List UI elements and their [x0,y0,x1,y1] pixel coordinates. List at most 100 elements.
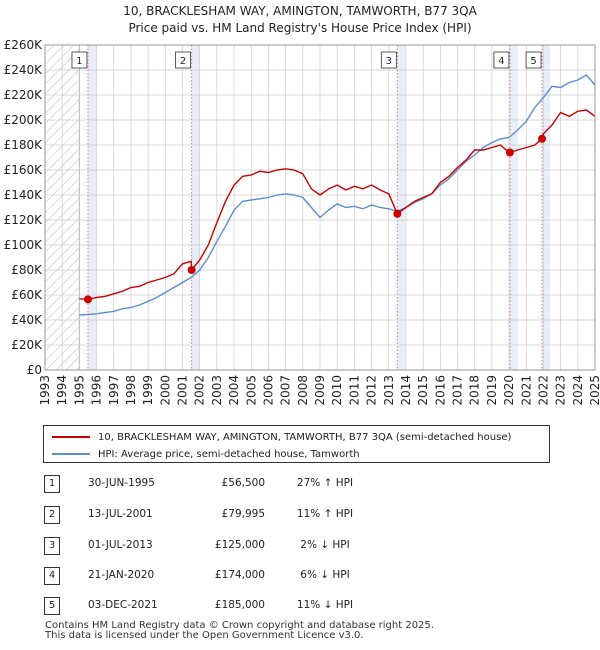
x-tick-label: 2007 [279,375,293,406]
sale-date: 03-DEC-2021 [88,599,158,611]
hpi-line [79,74,595,316]
y-tick-label: £180K [4,138,44,152]
x-tick-label: 2021 [519,375,533,406]
sale-price: £125,000 [214,539,265,551]
property-price-line [79,109,595,301]
legend-item-hpi: HPI: Average price, semi-detached house,… [52,447,360,461]
x-tick-label: 1998 [124,375,138,406]
y-tick-label: £60K [11,288,43,302]
sale-hpi-diff: 2% ↓ HPI [300,539,350,551]
x-tick-label: 2000 [158,375,172,406]
sale-price: £79,995 [221,508,265,520]
x-tick-label: 2017 [451,375,465,406]
sale-point [83,295,92,304]
sale-date: 01-JUL-2013 [88,539,153,551]
x-tick-label: 1996 [90,375,104,406]
sale-number-badge: 2 [44,506,60,524]
y-tick-label: £260K [4,38,44,52]
sale-date: 21-JAN-2020 [88,569,155,581]
sale-price: £174,000 [214,569,265,581]
license-text: This data is licensed under the Open Gov… [45,630,364,641]
x-tick-label: 2022 [536,375,550,406]
sale-period-band [509,45,518,370]
y-tick-label: £120K [4,213,44,227]
sale-price: £185,000 [214,599,265,611]
y-tick-label: £140K [4,188,44,202]
table-row: 4 21-JAN-2020 £174,000 6% ↓ HPI [0,567,600,597]
sale-label-box: 3 [380,51,397,69]
legend-label-property: 10, BRACKLESHAM WAY, AMINGTON, TAMWORTH,… [98,431,512,443]
sale-label-frame [71,51,88,69]
y-tick-label: £0 [27,363,42,377]
x-tick-label: 2008 [296,375,310,406]
sale-label-box: 5 [525,51,542,69]
plot-frame [44,44,596,371]
sale-hpi-diff: 6% ↓ HPI [300,569,350,581]
x-tick-label: 1993 [38,375,52,406]
sale-point [538,134,547,143]
sale-label-box: 1 [71,51,88,69]
copyright-text: Contains HM Land Registry data © Crown c… [45,620,434,631]
y-tick-label: £240K [4,63,44,77]
sale-number-badge: 5 [44,597,60,615]
sale-label-box: 2 [175,51,192,69]
table-row: 1 30-JUN-1995 £56,500 27% ↑ HPI [0,475,600,505]
footer: Contains HM Land Registry data © Crown c… [45,621,434,641]
sale-number-badge: 1 [44,475,60,493]
legend-swatch-property [52,436,90,438]
x-tick-label: 2018 [468,375,482,406]
y-tick-label: £100K [4,238,44,252]
y-tick-label: £40K [11,313,43,327]
x-tick-label: 1997 [107,375,121,406]
x-tick-label: 2010 [330,375,344,406]
y-tick-label: £160K [4,163,44,177]
sale-price: £56,500 [221,477,265,489]
sale-period-band [87,45,96,370]
sale-label-frame [380,51,397,69]
x-tick-label: 2006 [261,375,275,406]
sale-label-text: 3 [386,56,392,67]
x-tick-label: 2023 [554,375,568,406]
x-tick-label: 2024 [571,375,585,406]
sale-label-text: 2 [180,56,186,67]
x-tick-label: 1999 [141,375,155,406]
sale-hpi-diff: 11% ↓ HPI [296,599,354,611]
x-tick-label: 1995 [72,375,86,406]
sale-label-text: 5 [530,56,536,67]
x-tick-label: 2002 [193,375,207,406]
sale-point [505,148,514,157]
x-tick-label: 2016 [433,375,447,406]
sale-hpi-diff: 11% ↑ HPI [296,508,354,520]
table-row: 3 01-JUL-2013 £125,000 2% ↓ HPI [0,537,600,567]
table-row: 2 13-JUL-2001 £79,995 11% ↑ HPI [0,506,600,536]
sale-label-frame [493,51,510,69]
sale-date: 13-JUL-2001 [88,508,153,520]
x-tick-label: 2013 [382,375,396,406]
sale-hpi-diff: 27% ↑ HPI [296,477,354,489]
y-tick-label: £80K [11,263,43,277]
x-tick-label: 2003 [210,375,224,406]
x-tick-label: 2004 [227,375,241,406]
legend-item-property: 10, BRACKLESHAM WAY, AMINGTON, TAMWORTH,… [52,430,511,444]
x-tick-label: 2001 [176,375,190,406]
y-tick-label: £200K [4,113,44,127]
sale-period-band [542,45,551,370]
sale-point [187,266,196,275]
sale-date: 30-JUN-1995 [88,477,155,489]
chart-subtitle: Price paid vs. HM Land Registry's House … [128,21,472,35]
x-tick-label: 1994 [55,375,69,406]
sale-label-text: 4 [498,56,504,67]
sale-period-band [191,45,200,370]
x-tick-label: 2012 [365,375,379,406]
legend-label-hpi: HPI: Average price, semi-detached house,… [98,448,360,460]
x-tick-label: 2014 [399,375,413,406]
sale-number-badge: 3 [44,537,60,555]
sale-label-box: 4 [493,51,510,69]
sale-period-band [397,45,406,370]
x-tick-label: 2019 [485,375,499,406]
x-tick-label: 2009 [313,375,327,406]
y-tick-label: £220K [4,88,44,102]
legend-swatch-hpi [52,453,90,455]
sale-point [393,209,402,218]
x-tick-label: 2015 [416,375,430,406]
